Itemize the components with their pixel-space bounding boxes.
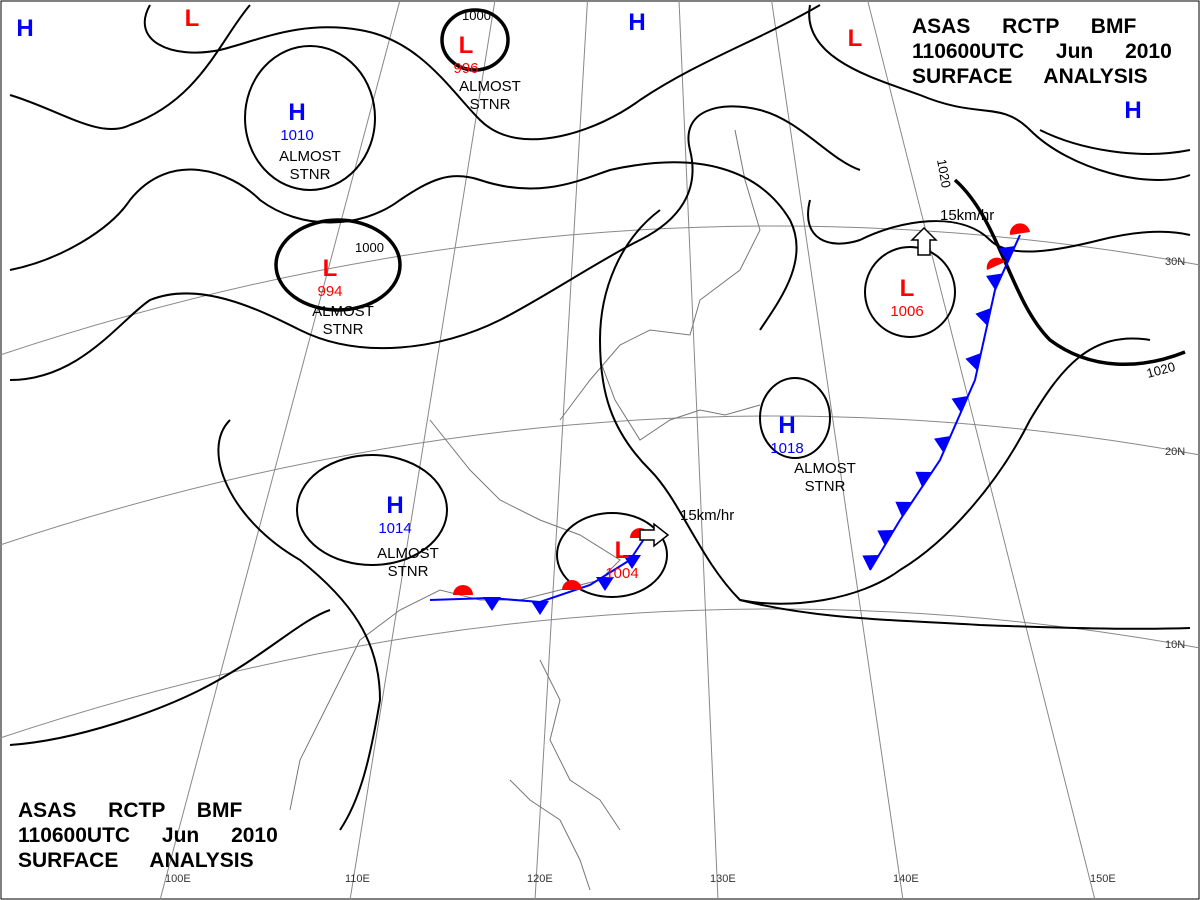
longitude-label: 120E [527, 873, 553, 885]
latitude-label: 30N [1165, 256, 1185, 268]
cold-front-triangle [877, 530, 894, 546]
pressure-symbol: H [288, 99, 305, 126]
isobar-label: 1020 [1145, 359, 1177, 381]
isobar-label: 1020 [934, 158, 954, 189]
stationary-note: ALMOST STNR [279, 148, 341, 183]
cold-front-triangle [596, 577, 614, 591]
cold-front-triangle [951, 396, 968, 413]
longitude-label: 100E [165, 873, 191, 885]
longitude-label: 140E [893, 873, 919, 885]
longitude-label: 110E [345, 873, 370, 885]
pressure-symbol: L [848, 25, 863, 52]
pressure-value: 1018 [770, 440, 803, 457]
parallel [0, 225, 1200, 356]
cold-front-triangle [483, 597, 501, 611]
footer: ASAS RCTP BMF 110600UTC Jun 2010 SURFACE A… [18, 798, 278, 873]
pressure-symbol: H [778, 412, 795, 439]
pressure-value: 1004 [605, 565, 638, 582]
motion-arrows [639, 226, 938, 548]
pressure-value: 1014 [378, 520, 411, 537]
longitude-label: 130E [710, 873, 736, 885]
latitude-label: 10N [1165, 639, 1185, 651]
motion-label: 15km/hr [680, 507, 734, 524]
pressure-symbol: L [615, 537, 630, 564]
header-line: 110600UTC Jun 2010 [912, 40, 1172, 63]
pressure-value: 994 [317, 283, 342, 300]
pressure-symbol: L [185, 5, 200, 32]
pressure-symbol: H [16, 15, 33, 42]
warm-front-semicircle [986, 257, 1005, 270]
pressure-value: 1006 [890, 303, 923, 320]
isobar-label: 1000 [462, 8, 491, 23]
meridian [678, 0, 719, 900]
pressure-symbol: H [386, 492, 403, 519]
meridian [159, 0, 401, 900]
cold-front-triangle [975, 308, 991, 326]
header: ASAS RCTP BMF 110600UTC Jun 2010 SURFACE A… [912, 14, 1172, 89]
meridian [771, 0, 904, 900]
meridian [534, 0, 588, 900]
stationary-note: ALMOST STNR [377, 545, 439, 580]
stationary-note: ALMOST STNR [794, 460, 856, 495]
longitude-label: 150E [1090, 873, 1116, 885]
pressure-symbol: H [1124, 97, 1141, 124]
cold-front-triangle [986, 273, 1003, 290]
parallel [0, 608, 1200, 739]
cold-front-triangle [965, 353, 981, 371]
cold-front-triangle [623, 555, 641, 569]
isobar-label: 1000 [355, 240, 384, 255]
pressure-value: 996 [453, 60, 478, 77]
footer-line: SURFACE ANALYSIS [18, 849, 254, 872]
front-line [869, 234, 1021, 571]
footer-line: 110600UTC Jun 2010 [18, 824, 278, 847]
meridian [867, 0, 1096, 900]
header-line: SURFACE ANALYSIS [912, 65, 1148, 88]
coastlines [289, 129, 761, 891]
cold-front-triangle [862, 555, 879, 571]
header-line: ASAS RCTP BMF [912, 15, 1137, 38]
meridian [349, 0, 496, 900]
footer-line: ASAS RCTP BMF [18, 799, 243, 822]
warm-front-semicircle [453, 585, 473, 595]
isobars [9, 4, 1191, 831]
pressure-symbol: L [900, 275, 915, 302]
pressure-symbol: H [628, 9, 645, 36]
motion-label: 15km/hr [940, 207, 994, 224]
parallel [0, 415, 1200, 546]
stationary-note: ALMOST STNR [312, 303, 374, 338]
pressure-symbol: L [459, 32, 474, 59]
cold-front-triangle [998, 246, 1015, 263]
cold-front-triangle [895, 501, 912, 517]
cold-front-triangle [934, 436, 951, 453]
pressure-symbol: L [323, 255, 338, 282]
cold-front-triangle [531, 601, 549, 615]
warm-front-semicircle [1009, 223, 1030, 235]
fronts [429, 223, 1030, 615]
pressure-value: 1010 [280, 127, 313, 144]
warm-front-semicircle [562, 580, 582, 590]
stationary-note: ALMOST STNR [459, 78, 521, 113]
latitude-label: 20N [1165, 446, 1185, 458]
cold-front-triangle [915, 471, 932, 487]
